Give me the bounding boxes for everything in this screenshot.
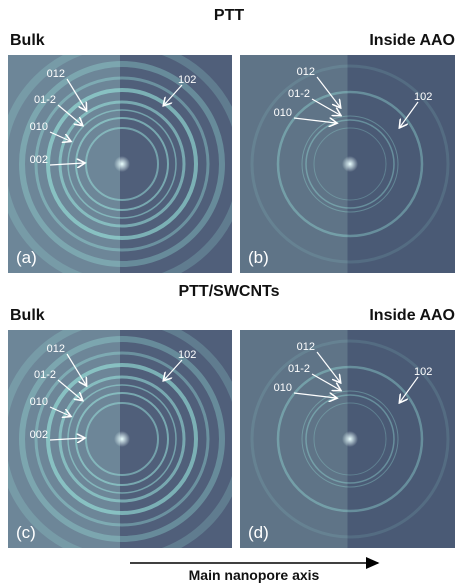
panel-heading: Bulk (10, 307, 45, 324)
beam-spot (342, 431, 358, 447)
ring-annotation: 002 (30, 429, 48, 441)
row-title: PTT (214, 7, 244, 24)
ring-annotation: 010 (30, 396, 48, 408)
ring-annotation: 01-2 (288, 363, 310, 375)
ring-annotation: 102 (414, 366, 432, 378)
panel-heading: Inside AAO (369, 307, 455, 324)
panel-half (348, 55, 456, 273)
panel-label: (c) (16, 523, 36, 542)
ring-annotation: 002 (30, 154, 48, 166)
panel-label: (b) (248, 248, 269, 267)
ring-annotation: 01-2 (288, 88, 310, 100)
panel-heading: Bulk (10, 32, 45, 49)
ring-annotation: 010 (274, 382, 292, 394)
ring-annotation: 012 (297, 66, 315, 78)
beam-spot (114, 156, 130, 172)
panel-half (348, 330, 456, 548)
ring-annotation: 010 (30, 121, 48, 133)
panel-label: (d) (248, 523, 269, 542)
ring-annotation: 102 (178, 74, 196, 86)
panel-heading: Inside AAO (369, 32, 455, 49)
ring-annotation: 010 (274, 107, 292, 119)
diffraction-panel (240, 330, 455, 548)
diffraction-panel (240, 55, 455, 273)
ring-annotation: 012 (47, 68, 65, 80)
ring-annotation: 01-2 (34, 94, 56, 106)
beam-spot (342, 156, 358, 172)
ring-annotation: 102 (414, 91, 432, 103)
ring-annotation: 102 (178, 349, 196, 361)
figure: Main nanopore axis PTT Bulk (a) 012 01-2 010 0… (0, 0, 459, 586)
ring-annotation: 012 (47, 343, 65, 355)
panel-label: (a) (16, 248, 37, 267)
axis-label: Main nanopore axis (189, 567, 320, 583)
ring-annotation: 012 (297, 341, 315, 353)
row-title: PTT/SWCNTs (178, 283, 279, 300)
beam-spot (114, 431, 130, 447)
ring-annotation: 01-2 (34, 369, 56, 381)
